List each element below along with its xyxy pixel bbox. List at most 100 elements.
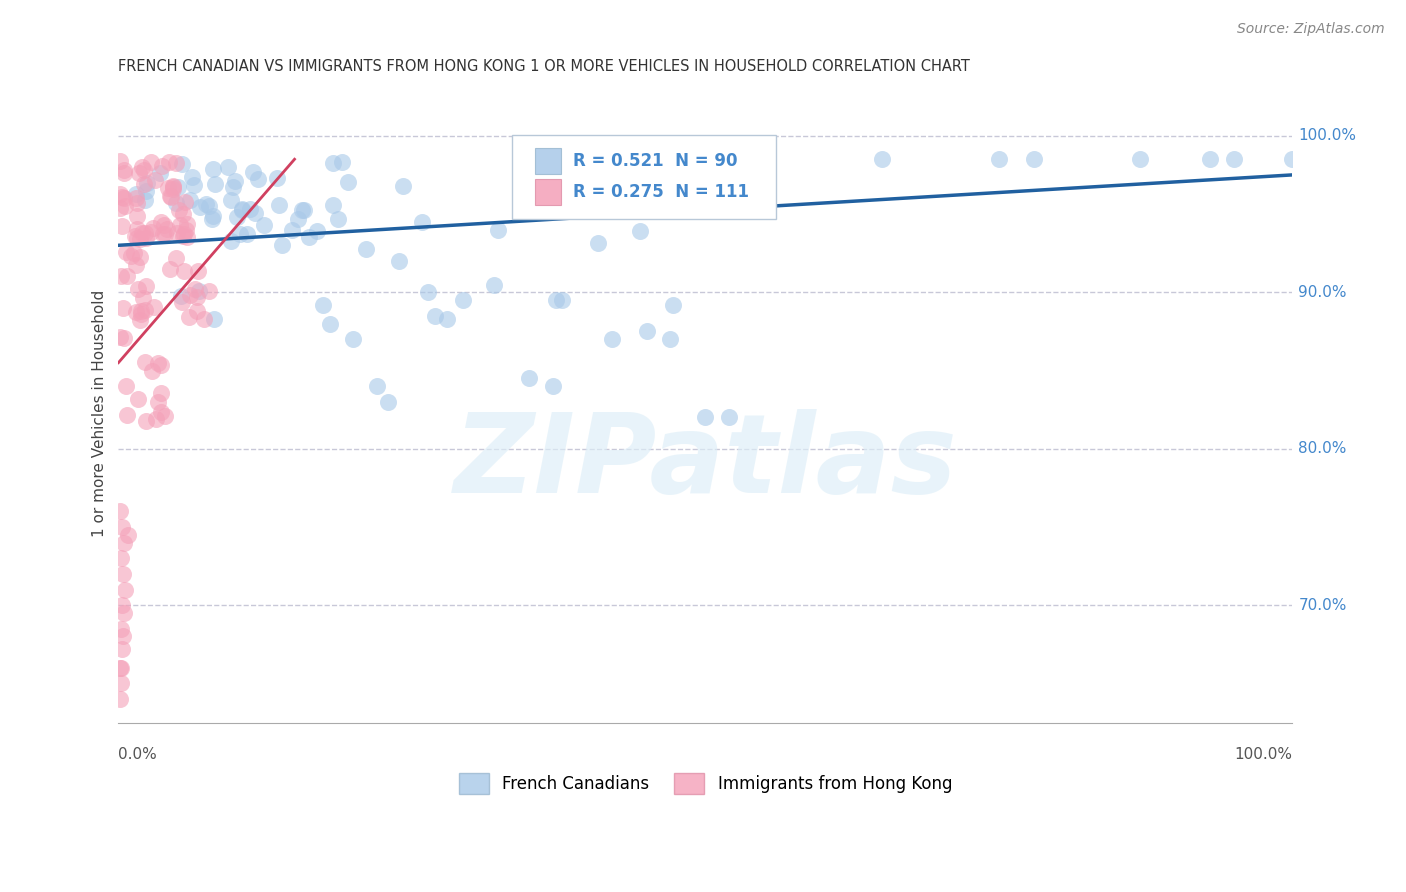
Point bbox=[195, 197, 218, 211]
Point bbox=[149, 166, 172, 180]
Point bbox=[1024, 153, 1046, 167]
Point bbox=[377, 394, 399, 409]
Point bbox=[1222, 153, 1244, 167]
Point bbox=[586, 235, 609, 250]
Point bbox=[184, 282, 207, 296]
Point bbox=[114, 199, 136, 213]
Point bbox=[135, 414, 157, 428]
Point bbox=[111, 301, 134, 316]
Point bbox=[172, 207, 194, 221]
Point bbox=[143, 173, 166, 187]
Point bbox=[165, 252, 187, 266]
Point bbox=[319, 317, 342, 331]
Point bbox=[108, 504, 131, 518]
Point bbox=[110, 622, 132, 636]
Point bbox=[127, 196, 149, 211]
FancyBboxPatch shape bbox=[536, 148, 561, 174]
Point bbox=[204, 178, 226, 192]
Point bbox=[115, 269, 138, 284]
Point bbox=[134, 163, 156, 178]
Point bbox=[224, 174, 246, 188]
Point bbox=[112, 191, 135, 205]
Point bbox=[628, 224, 651, 238]
Point bbox=[159, 189, 181, 203]
Point bbox=[603, 202, 626, 217]
Y-axis label: 1 or more Vehicles in Household: 1 or more Vehicles in Household bbox=[93, 290, 107, 537]
Point bbox=[134, 355, 156, 369]
Point bbox=[114, 582, 136, 597]
Point bbox=[186, 304, 208, 318]
Point bbox=[342, 332, 364, 346]
Point bbox=[111, 190, 134, 204]
Point bbox=[135, 184, 157, 198]
Text: 100.0%: 100.0% bbox=[1298, 128, 1357, 144]
Point bbox=[125, 230, 148, 244]
Point bbox=[110, 153, 132, 168]
Point bbox=[152, 227, 174, 241]
Point bbox=[517, 371, 540, 385]
Point bbox=[287, 211, 309, 226]
Point bbox=[153, 227, 176, 242]
Point bbox=[157, 155, 180, 169]
Point bbox=[129, 250, 152, 264]
Point bbox=[139, 225, 162, 239]
Point bbox=[202, 209, 225, 223]
Point bbox=[307, 224, 329, 238]
Point bbox=[202, 311, 225, 326]
Point bbox=[134, 302, 156, 317]
Point bbox=[136, 177, 159, 191]
Point bbox=[169, 218, 191, 232]
Point bbox=[153, 218, 176, 232]
Point bbox=[418, 285, 440, 299]
Point bbox=[659, 332, 682, 346]
Text: FRENCH CANADIAN VS IMMIGRANTS FROM HONG KONG 1 OR MORE VEHICLES IN HOUSEHOLD COR: FRENCH CANADIAN VS IMMIGRANTS FROM HONG … bbox=[118, 59, 970, 73]
Text: R = 0.275  N = 111: R = 0.275 N = 111 bbox=[572, 183, 749, 202]
Text: ZIPatlas: ZIPatlas bbox=[454, 409, 957, 516]
Point bbox=[221, 180, 243, 194]
Point bbox=[153, 409, 176, 424]
Point bbox=[146, 395, 169, 409]
Point bbox=[366, 379, 388, 393]
Point bbox=[600, 193, 623, 207]
Point bbox=[298, 230, 321, 244]
Point bbox=[312, 298, 335, 312]
Point bbox=[280, 223, 302, 237]
Point bbox=[662, 298, 685, 312]
Point bbox=[128, 166, 150, 180]
Point bbox=[388, 254, 411, 268]
Point bbox=[589, 184, 612, 198]
Point bbox=[142, 221, 165, 235]
Point bbox=[127, 392, 149, 406]
Point bbox=[291, 202, 314, 217]
Point bbox=[270, 238, 292, 252]
Point bbox=[162, 182, 184, 196]
Point bbox=[110, 661, 132, 675]
Point bbox=[112, 535, 135, 549]
Point bbox=[173, 263, 195, 277]
Point bbox=[150, 358, 173, 372]
Point bbox=[225, 211, 247, 225]
Point bbox=[160, 190, 183, 204]
Point bbox=[198, 199, 221, 213]
Point bbox=[636, 324, 658, 338]
Point bbox=[162, 179, 184, 194]
Point bbox=[128, 282, 150, 296]
Point bbox=[201, 161, 224, 176]
Point bbox=[150, 159, 173, 173]
Point bbox=[108, 661, 131, 675]
Point bbox=[114, 379, 136, 393]
Point bbox=[166, 179, 188, 194]
Point bbox=[173, 227, 195, 242]
Point bbox=[544, 293, 567, 307]
Point bbox=[167, 203, 190, 218]
Point bbox=[129, 312, 152, 326]
Point bbox=[132, 177, 155, 191]
Point bbox=[134, 226, 156, 240]
Point bbox=[219, 194, 242, 208]
Point bbox=[150, 215, 173, 229]
Point bbox=[425, 309, 447, 323]
Point bbox=[987, 153, 1010, 167]
Point bbox=[112, 166, 135, 180]
Point bbox=[170, 295, 193, 310]
Point bbox=[179, 194, 201, 208]
